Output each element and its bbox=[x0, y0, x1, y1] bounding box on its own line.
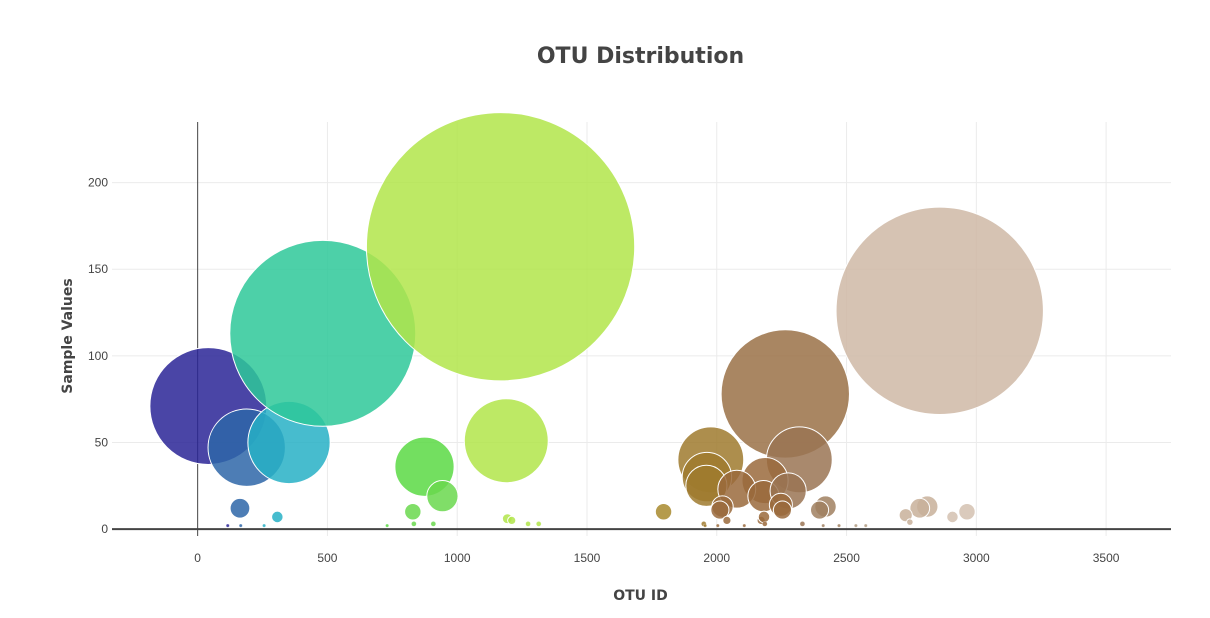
bubble-point[interactable] bbox=[946, 510, 959, 524]
bubble-point[interactable] bbox=[909, 497, 931, 519]
bubble-point[interactable] bbox=[854, 523, 858, 528]
bubble-point[interactable] bbox=[958, 503, 976, 521]
y-tick-label: 200 bbox=[88, 176, 108, 190]
bubble-point[interactable] bbox=[835, 206, 1044, 415]
bubble-point[interactable] bbox=[385, 523, 389, 528]
y-tick-label: 50 bbox=[95, 435, 109, 449]
bubble-point[interactable] bbox=[762, 521, 768, 527]
y-tick-label: 100 bbox=[88, 349, 108, 363]
bubble-point[interactable] bbox=[271, 510, 284, 524]
bubble-point[interactable] bbox=[365, 112, 636, 382]
bubble-point[interactable] bbox=[463, 398, 549, 484]
chart-title: OTU Distribution bbox=[536, 44, 745, 69]
bubbles[interactable] bbox=[149, 112, 1044, 528]
x-tick-label: 1000 bbox=[444, 551, 471, 565]
y-tick-label: 0 bbox=[101, 522, 108, 536]
bubble-point[interactable] bbox=[906, 518, 914, 526]
x-tick-label: 3500 bbox=[1093, 551, 1120, 565]
bubble-point[interactable] bbox=[772, 500, 792, 520]
bubble-point[interactable] bbox=[810, 500, 830, 520]
bubble-point[interactable] bbox=[411, 521, 417, 527]
bubble-point[interactable] bbox=[525, 521, 531, 527]
bubble-point[interactable] bbox=[757, 510, 771, 524]
bubble-point[interactable] bbox=[703, 523, 707, 528]
bubble-point[interactable] bbox=[238, 523, 243, 528]
x-axis-label: OTU ID bbox=[613, 588, 668, 604]
bubble-point[interactable] bbox=[229, 497, 251, 519]
x-tick-label: 3000 bbox=[963, 551, 990, 565]
bubble-point[interactable] bbox=[716, 523, 720, 528]
bubble-point[interactable] bbox=[426, 480, 459, 513]
bubble-point[interactable] bbox=[837, 523, 841, 528]
bubble-point[interactable] bbox=[722, 515, 732, 526]
y-tick-label: 150 bbox=[88, 262, 108, 276]
bubble-point[interactable] bbox=[742, 523, 747, 528]
tick-labels: 0 500 1000 1500 2000 2500 3000 3500 0 50 100 150 200 bbox=[88, 176, 1120, 565]
bubble-point[interactable] bbox=[799, 521, 806, 527]
bubble-point[interactable] bbox=[863, 523, 868, 528]
bubble-point[interactable] bbox=[821, 523, 825, 528]
bubble-point[interactable] bbox=[404, 503, 422, 521]
x-tick-label: 2000 bbox=[703, 551, 730, 565]
bubble-point[interactable] bbox=[710, 500, 730, 520]
bubble-point[interactable] bbox=[536, 521, 542, 527]
bubble-point[interactable] bbox=[262, 523, 266, 528]
bubble-point[interactable] bbox=[430, 521, 436, 527]
x-tick-label: 0 bbox=[194, 551, 201, 565]
bubble-point[interactable] bbox=[507, 515, 517, 526]
bubble-point[interactable] bbox=[225, 523, 230, 528]
x-tick-label: 500 bbox=[317, 551, 337, 565]
x-tick-label: 2500 bbox=[833, 551, 860, 565]
x-tick-label: 1500 bbox=[574, 551, 601, 565]
axes bbox=[112, 122, 1171, 536]
bubble-point[interactable] bbox=[654, 503, 673, 521]
